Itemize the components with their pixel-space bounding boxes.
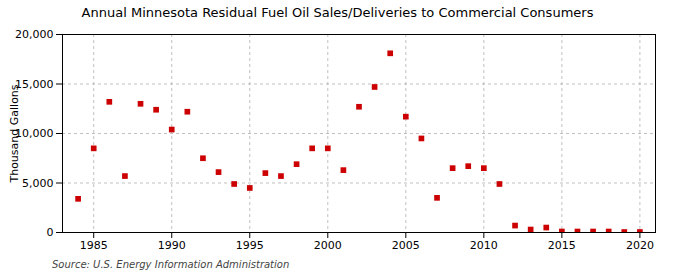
- svg-text:0: 0: [47, 226, 54, 239]
- svg-text:1985: 1985: [80, 239, 108, 252]
- svg-text:10,000: 10,000: [15, 127, 54, 140]
- svg-text:2020: 2020: [626, 239, 654, 252]
- svg-text:20,000: 20,000: [15, 28, 54, 41]
- svg-text:2005: 2005: [392, 239, 420, 252]
- svg-text:Thousand Gallons: Thousand Gallons: [8, 84, 21, 183]
- svg-text:5,000: 5,000: [22, 177, 54, 190]
- svg-text:2015: 2015: [548, 239, 576, 252]
- html-text:Source: U.S. Energy Informatio: Source: U.S. Energy Information Administ…: [52, 259, 290, 270]
- svg-text:15,000: 15,000: [15, 77, 54, 91]
- svg-text:1995: 1995: [236, 239, 264, 252]
- svg-text:1990: 1990: [158, 239, 186, 252]
- svg-text:2000: 2000: [314, 239, 342, 252]
- svg-text:2010: 2010: [470, 239, 498, 252]
- html-text:Annual Minnesota Residual Fuel: Annual Minnesota Residual Fuel Oil Sales…: [81, 5, 594, 20]
